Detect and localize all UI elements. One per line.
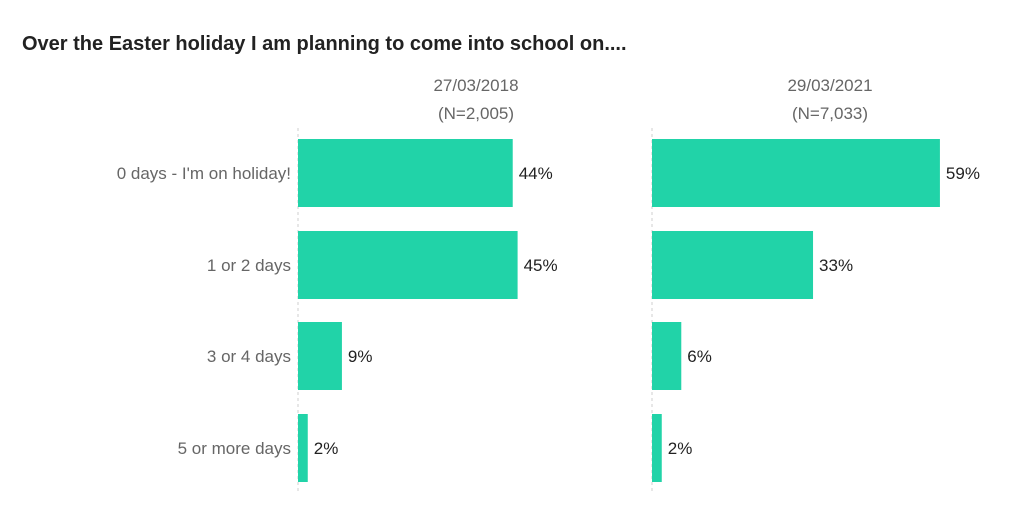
bar-value-label: 44% bbox=[519, 164, 553, 183]
panel-header-n: (N=2,005) bbox=[438, 104, 514, 123]
bar bbox=[298, 139, 513, 207]
bar bbox=[298, 414, 308, 482]
panel-0: 27/03/2018 (N=2,005) 44% 45% 9% 2% bbox=[297, 76, 558, 494]
bar bbox=[652, 139, 940, 207]
bar bbox=[652, 322, 682, 390]
panel-header-date: 27/03/2018 bbox=[433, 76, 518, 95]
panel-1: 29/03/2021 (N=7,033) 59% 33% 6% 2% bbox=[651, 76, 980, 494]
bar-value-label: 45% bbox=[524, 256, 558, 275]
bar-value-label: 59% bbox=[946, 164, 980, 183]
panel-header-n: (N=7,033) bbox=[792, 104, 868, 123]
bar-value-label: 9% bbox=[348, 347, 373, 366]
category-label: 0 days - I'm on holiday! bbox=[117, 164, 291, 183]
bar bbox=[652, 231, 814, 299]
bar bbox=[298, 231, 518, 299]
panel-header-date: 29/03/2021 bbox=[787, 76, 872, 95]
category-label: 5 or more days bbox=[178, 439, 291, 458]
bar bbox=[652, 414, 662, 482]
category-label: 1 or 2 days bbox=[207, 256, 291, 275]
bar-value-label: 33% bbox=[819, 256, 853, 275]
chart-title: Over the Easter holiday I am planning to… bbox=[22, 33, 627, 55]
category-label: 3 or 4 days bbox=[207, 347, 291, 366]
bar-value-label: 2% bbox=[668, 439, 693, 458]
bar bbox=[298, 322, 342, 390]
bar-value-label: 6% bbox=[687, 347, 712, 366]
bar-value-label: 2% bbox=[314, 439, 339, 458]
